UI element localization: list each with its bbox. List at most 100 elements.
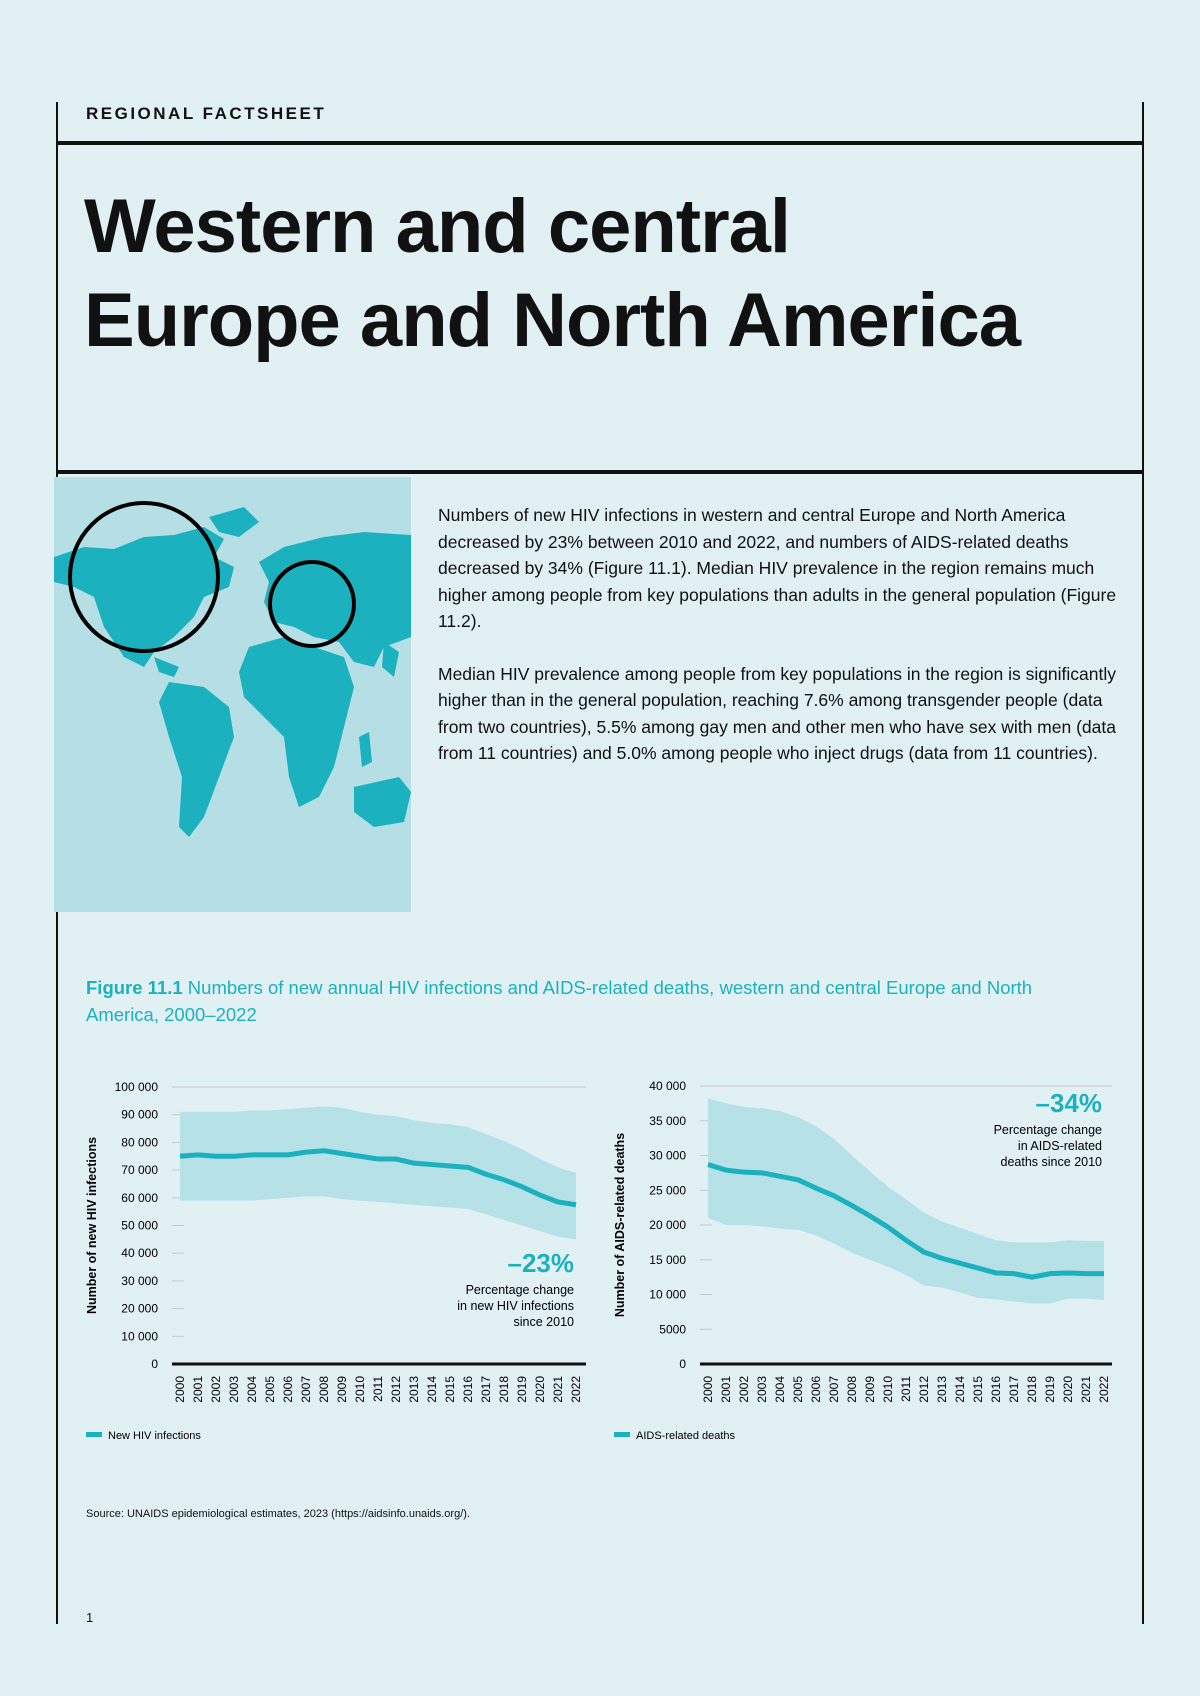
intro-paragraph-1: Numbers of new HIV infections in western… [438,505,1117,631]
annotation-text: Percentage change [994,1123,1102,1137]
x-tick-label: 2017 [479,1376,493,1403]
x-tick-label: 2018 [497,1376,511,1403]
figure-label: Figure 11.1 [86,977,183,998]
kicker: REGIONAL FACTSHEET [86,104,327,123]
annotation-text: in new HIV infections [457,1299,574,1313]
x-tick-label: 2011 [899,1376,913,1402]
x-tick-label: 2006 [809,1376,823,1403]
x-tick-label: 2019 [1043,1376,1057,1403]
y-tick-label: 20 000 [121,1302,158,1316]
page-title: Western and central Europe and North Ame… [84,180,1021,368]
x-tick-label: 2002 [209,1376,223,1403]
percentage-change: –34% [1036,1088,1103,1118]
x-tick-label: 2006 [281,1376,295,1403]
legend-label: AIDS-related deaths [636,1430,736,1442]
y-tick-label: 50 000 [121,1219,158,1233]
x-tick-label: 2018 [1025,1376,1039,1403]
percentage-change: –23% [508,1248,575,1278]
x-tick-label: 2022 [569,1376,583,1403]
x-tick-label: 2017 [1007,1376,1021,1403]
x-tick-label: 2001 [191,1376,205,1403]
x-tick-label: 2021 [1079,1376,1093,1403]
x-tick-label: 2021 [551,1376,565,1403]
x-tick-label: 2016 [989,1376,1003,1403]
legend-label: New HIV infections [108,1430,201,1442]
x-tick-label: 2000 [173,1376,187,1403]
chart-2: 0 5000 10 000 15 000 20 000 25 000 30 000 35 00… [613,1079,1112,1442]
x-tick-label: 2015 [971,1376,985,1403]
y-tick-label: 40 000 [121,1246,158,1260]
y-tick-label: 100 000 [115,1080,159,1094]
title-line-1: Western and central [84,184,791,269]
right-border [1142,102,1144,1624]
world-map [54,477,411,912]
uncertainty-band [180,1106,576,1240]
y-tick-label: 15 000 [649,1253,686,1267]
x-tick-label: 2011 [371,1376,385,1402]
x-tick-label: 2008 [845,1376,859,1403]
y-tick-label: 0 [151,1357,158,1371]
x-tick-label: 2014 [425,1376,439,1403]
x-tick-label: 2001 [719,1376,733,1403]
x-tick-label: 2019 [515,1376,529,1403]
intro-text: Numbers of new HIV infections in western… [438,502,1118,793]
x-tick-label: 2000 [701,1376,715,1403]
intro-paragraph-2: Median HIV prevalence among people from … [438,663,1117,764]
x-tick-label: 2004 [773,1376,787,1403]
title-rule [56,470,1144,474]
x-tick-label: 2020 [533,1376,547,1403]
legend-swatch [614,1432,630,1437]
y-tick-label: 20 000 [649,1218,686,1232]
x-tick-label: 2004 [245,1376,259,1403]
y-tick-label: 25 000 [649,1183,686,1197]
y-tick-label: 90 000 [121,1108,158,1122]
figure-caption: Figure 11.1 Numbers of new annual HIV in… [86,974,1086,1028]
legend-swatch [86,1432,102,1437]
title-line-2: Europe and North America [84,278,1021,363]
header-rule [56,141,1144,145]
y-tick-label: 35 000 [649,1114,686,1128]
x-tick-label: 2005 [263,1376,277,1403]
y-tick-label: 70 000 [121,1163,158,1177]
y-axis-label: Number of AIDS-related deaths [613,1133,627,1317]
x-tick-label: 2008 [317,1376,331,1403]
uncertainty-band [708,1098,1104,1304]
figure-caption-text: Numbers of new annual HIV infections and… [86,977,1033,1025]
x-tick-label: 2020 [1061,1376,1075,1403]
x-tick-label: 2016 [461,1376,475,1403]
x-tick-label: 2009 [863,1376,877,1403]
annotation-text: since 2010 [514,1315,575,1329]
x-tick-label: 2013 [935,1376,949,1403]
y-tick-label: 5000 [659,1322,686,1336]
x-tick-label: 2003 [755,1376,769,1403]
y-tick-label: 60 000 [121,1191,158,1205]
annotation-text: Percentage change [466,1283,574,1297]
annotation-text: deaths since 2010 [1001,1155,1103,1169]
y-tick-label: 10 000 [649,1288,686,1302]
y-tick-label: 30 000 [649,1149,686,1163]
x-tick-label: 2022 [1097,1376,1111,1403]
x-tick-label: 2007 [299,1376,313,1403]
x-tick-label: 2012 [917,1376,931,1403]
y-tick-label: 0 [679,1357,686,1371]
x-tick-label: 2009 [335,1376,349,1403]
x-tick-label: 2007 [827,1376,841,1403]
x-tick-label: 2014 [953,1376,967,1403]
x-tick-label: 2010 [353,1376,367,1403]
world-map-icon [54,501,411,837]
annotation-text: in AIDS-related [1018,1139,1102,1153]
source-note: Source: UNAIDS epidemiological estimates… [86,1508,470,1520]
x-tick-label: 2012 [389,1376,403,1403]
x-tick-label: 2013 [407,1376,421,1403]
chart-1: 0 10 000 20 000 30 000 40 000 50 000 60 000 70 … [85,1080,586,1442]
x-tick-label: 2002 [737,1376,751,1403]
x-tick-label: 2015 [443,1376,457,1403]
page-number: 1 [86,1610,94,1625]
y-tick-label: 40 000 [649,1079,686,1093]
y-axis-label: Number of new HIV infections [85,1137,99,1314]
y-tick-label: 30 000 [121,1274,158,1288]
x-tick-label: 2003 [227,1376,241,1403]
y-tick-label: 80 000 [121,1135,158,1149]
x-tick-label: 2005 [791,1376,805,1403]
